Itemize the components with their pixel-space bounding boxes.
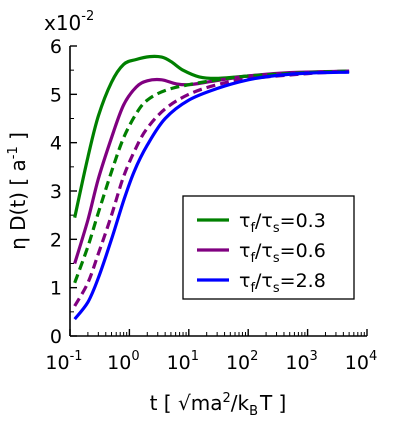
legend-label-sub: f	[250, 251, 255, 266]
x-tick-label: 101	[167, 349, 199, 374]
y-axis-label-end: ]	[6, 132, 30, 146]
x-tick-label: 100	[107, 349, 139, 374]
y-tick-label: 3	[50, 181, 62, 203]
y-tick-label: 2	[50, 229, 62, 251]
legend-label: τf/τs=0.6	[239, 240, 326, 266]
x-tick-label-base: 10	[45, 352, 69, 374]
legend-label-tau: τ	[239, 210, 250, 232]
x-tick-label: 10-1	[45, 349, 82, 374]
legend-label-sub: s	[273, 251, 280, 266]
y-axis-label-sup: -1	[6, 146, 21, 159]
y-axis-label: η D(t) [ a-1 ]	[6, 132, 30, 250]
x-tick-label-base: 10	[226, 352, 250, 374]
x-tick-label: 104	[345, 349, 377, 374]
legend-label-slash: /τ	[255, 270, 273, 292]
x-axis-label-mid: /k	[231, 391, 250, 415]
x-tick-label-exp: 2	[250, 349, 258, 364]
x-tick-label-base: 10	[285, 352, 309, 374]
legend: τf/τs=0.3τf/τs=0.6τf/τs=2.8	[182, 195, 355, 300]
x-tick-label: 102	[226, 349, 258, 374]
x-tick-label-exp: 0	[131, 349, 139, 364]
y-tick-label: 5	[50, 84, 62, 106]
legend-label: τf/τs=0.3	[239, 210, 326, 236]
legend-label-sub: f	[250, 281, 255, 296]
legend-label-tau: τ	[239, 270, 250, 292]
y-multiplier-label: x10-2	[44, 9, 94, 35]
y-axis-label-base: η D(t) [ a	[6, 159, 30, 250]
legend-label-slash: /τ	[255, 240, 273, 262]
legend-box	[182, 195, 355, 300]
x-tick-label-base: 10	[107, 352, 131, 374]
x-tick-label-base: 10	[345, 352, 369, 374]
x-tick-label-exp: -1	[70, 349, 83, 364]
x-tick-label: 103	[285, 349, 317, 374]
x-axis-label-sup: 2	[222, 391, 230, 406]
legend-label-sub: s	[273, 281, 280, 296]
x-axis-label: t [ √ma2/kB T ]	[150, 391, 287, 419]
series-line-2	[73, 69, 350, 284]
legend-label-slash: /τ	[255, 210, 273, 232]
legend-label-sub: f	[250, 221, 255, 236]
legend-label-tau: τ	[239, 240, 250, 262]
legend-label: τf/τs=2.8	[239, 270, 326, 296]
y-tick-label: 0	[50, 326, 62, 348]
y-tick-label: 4	[50, 133, 62, 155]
legend-label-value: =0.6	[280, 240, 326, 262]
y-tick-label: 6	[50, 36, 62, 58]
y-multiplier-exp: -2	[81, 9, 94, 24]
x-tick-label-exp: 3	[310, 349, 318, 364]
series-line-4	[73, 70, 350, 321]
x-tick-label-exp: 1	[191, 349, 199, 364]
y-multiplier-base: x10	[44, 11, 81, 35]
x-axis-label-base: t [ √ma	[150, 391, 223, 415]
legend-label-sub: s	[273, 221, 280, 236]
x-tick-label-exp: 4	[369, 349, 377, 364]
x-tick-label-base: 10	[167, 352, 191, 374]
y-tick-label: 1	[50, 278, 62, 300]
x-axis-label-end: T ]	[259, 391, 286, 415]
legend-label-value: =2.8	[280, 270, 326, 292]
x-axis-label-sub: B	[249, 404, 258, 419]
legend-label-value: =0.3	[280, 210, 326, 232]
